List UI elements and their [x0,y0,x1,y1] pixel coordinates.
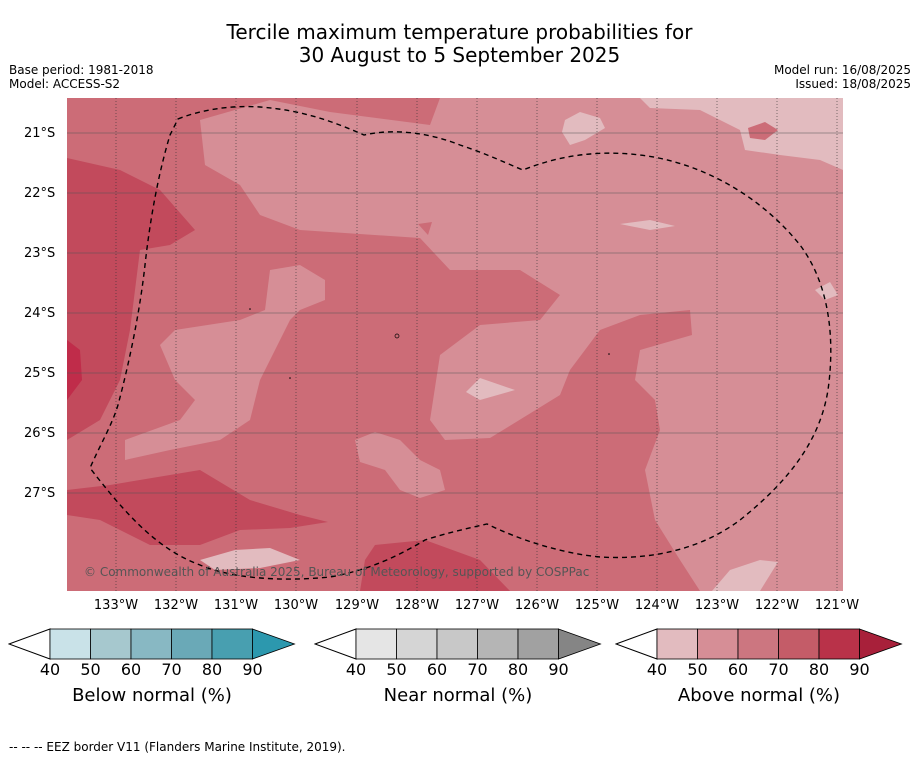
lon-label: 129°W [334,598,380,613]
region-above-50-westblob [125,265,325,460]
colorbar-segment [130,628,172,660]
map-title-line2: 30 August to 5 September 2025 [298,43,621,67]
lon-label: 132°W [153,598,199,613]
model-name: Model: ACCESS-S2 [9,77,121,91]
island-marker [249,308,251,310]
colorbar-tick: 40 [345,660,367,679]
colorbar-tick: 80 [201,660,223,679]
colorbar-segment [737,628,779,660]
region-above-40-patch5 [712,560,778,591]
region-above-60-west [67,98,700,591]
colorbar-segment [656,628,698,660]
region-above-40-patch6 [200,548,300,570]
colorbar-segment [517,628,559,660]
colorbar-segment [436,628,478,660]
region-above-40-ne [640,98,843,170]
colorbar-tick: 80 [808,660,830,679]
region-above-60-ne-dot [748,122,778,140]
copyright-notice: © Commonwealth of Australia 2025, Bureau… [84,565,590,579]
colorbar-tick: 90 [548,660,569,679]
map-title-line1: Tercile maximum temperature probabilitie… [226,20,693,44]
lon-label: 125°W [574,598,620,613]
colorbar-tick: 50 [386,660,407,679]
lon-label: 121°W [814,598,860,613]
lon-label: 128°W [394,598,440,613]
colorbar-above [615,628,903,660]
island-marker [394,333,400,339]
lat-label: 21°S [24,126,56,141]
region-above-80-west [67,340,82,400]
lat-gridlines [67,132,843,494]
colorbar-extend [859,628,903,660]
colorbar-tick: 70 [467,660,488,679]
eez-border [89,105,832,580]
lon-label: 131°W [213,598,259,613]
lat-label: 24°S [24,306,56,321]
colorbar-segment [355,628,397,660]
region-above-60-dot2 [418,222,432,235]
colorbar-below-label: Below normal (%) [72,685,232,706]
lat-label: 27°S [24,486,56,501]
colorbar-segment [396,628,438,660]
colorbar-tick: 40 [39,660,61,679]
lat-label: 25°S [24,366,56,381]
lon-label: 123°W [694,598,740,613]
colorbar-tick: 80 [507,660,529,679]
colorbar-near [314,628,602,660]
colorbar-segment [171,628,213,660]
colorbar-tick: 50 [687,660,708,679]
lon-gridlines [115,98,838,591]
colorbar-segment [477,628,519,660]
colorbar-tick: 60 [727,660,749,679]
footer-eez-note: -- -- -- EEZ border V11 (Flanders Marine… [9,740,346,754]
region-above-50-central [355,432,445,498]
colorbar-segment [778,628,820,660]
lat-label: 22°S [24,186,56,201]
colorbar-tick: 60 [120,660,142,679]
probability-map [67,98,843,591]
meta-right: Model run: 16/08/2025 Issued: 18/08/2025 [774,63,911,91]
colorbar-tick: 90 [849,660,870,679]
lat-label: 26°S [24,426,56,441]
colorbar-tick: 40 [646,660,668,679]
colorbar-near-label: Near normal (%) [383,685,533,706]
region-above-40-patch3 [815,282,838,300]
colorbar-segment [211,628,253,660]
lon-label: 130°W [273,598,319,613]
region-above-40-patch1 [562,112,605,145]
lon-label: 133°W [93,598,139,613]
colorbar-tick: 90 [242,660,263,679]
issued-date: Issued: 18/08/2025 [795,77,911,91]
colorbar-above-label: Above normal (%) [677,685,841,706]
region-above-70-south2 [360,540,510,591]
lon-label: 124°W [634,598,680,613]
region-above-70-south [67,470,328,545]
lon-label: 122°W [754,598,800,613]
colorbar-extend [558,628,602,660]
region-above-70-west [67,158,195,440]
colorbar-tick: 70 [768,660,789,679]
meta-left: Base period: 1981-2018 Model: ACCESS-S2 [9,63,154,91]
base-period: Base period: 1981-2018 [9,63,154,77]
model-run: Model run: 16/08/2025 [773,63,911,77]
island-marker [608,353,610,355]
colorbar-segment [90,628,132,660]
lat-label: 23°S [24,246,56,261]
colorbar-segment [697,628,739,660]
colorbar-tick: 70 [161,660,182,679]
lon-label: 127°W [454,598,500,613]
lon-label: 126°W [514,598,560,613]
colorbar-segment [49,628,91,660]
region-above-40-patch2 [620,220,675,230]
region-above-40-patch4 [466,378,515,400]
colorbar-segment [818,628,860,660]
colorbar-tick: 50 [80,660,101,679]
colorbar-tick: 60 [426,660,448,679]
island-marker [289,377,291,379]
colorbar-below [8,628,296,660]
colorbar-extend [252,628,296,660]
